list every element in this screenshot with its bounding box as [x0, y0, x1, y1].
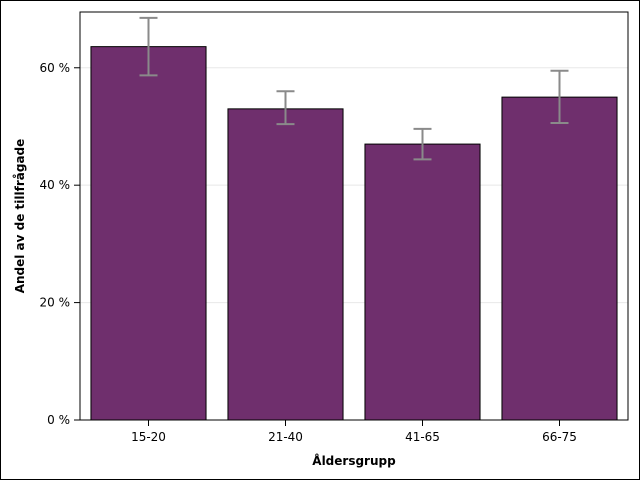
x-axis-ticks: 15-20 21-40 41-65 66-75	[131, 420, 577, 444]
y-tick-label: 60 %	[40, 61, 71, 75]
error-bars	[139, 16, 569, 161]
error-bar-21-40	[276, 90, 295, 126]
bar-41-65	[364, 143, 481, 421]
x-axis-title: Åldersgrupp	[312, 453, 396, 468]
bar-15-20	[90, 46, 207, 421]
y-tick-label: 0 %	[47, 413, 70, 427]
y-tick-label: 40 %	[40, 178, 71, 192]
error-bar-66-75	[550, 69, 569, 124]
x-tick-label: 66-75	[542, 430, 577, 444]
y-axis-title: Andel av de tillfrågade	[13, 139, 27, 294]
plot-area-border	[79, 11, 629, 421]
error-bar-15-20	[139, 16, 158, 77]
bar-21-40	[227, 108, 344, 421]
bar-66-75	[501, 96, 618, 421]
bars	[90, 46, 618, 421]
y-tick-label: 20 %	[40, 296, 71, 310]
x-tick-label: 41-65	[405, 430, 440, 444]
x-tick-label: 21-40	[268, 430, 303, 444]
x-tick-label: 15-20	[131, 430, 166, 444]
error-bar-41-65	[413, 127, 432, 161]
y-axis-ticks: 0 % 20 % 40 % 60 %	[40, 61, 80, 427]
